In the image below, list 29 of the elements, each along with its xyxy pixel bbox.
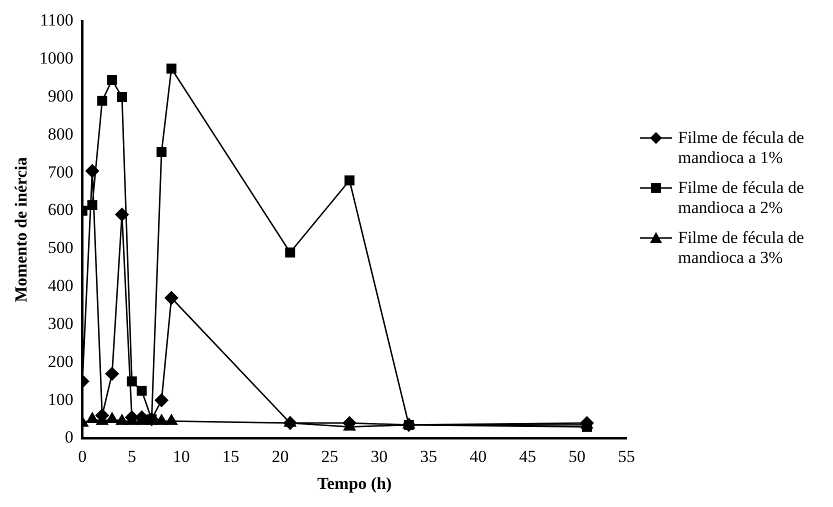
y-tick-label: 800: [48, 124, 74, 144]
legend-label: Filme de fécula de mandioca a 3%: [678, 228, 806, 268]
x-tick-label: 45: [519, 446, 536, 466]
y-tick-label: 900: [48, 86, 74, 106]
x-tick-label: 55: [618, 446, 635, 466]
x-tick-label: 50: [568, 446, 586, 466]
y-tick-label: 400: [48, 276, 74, 296]
legend-label: Filme de fécula de mandioca a 2%: [678, 178, 806, 218]
y-tick-label: 500: [48, 238, 74, 258]
y-axis-title: Momento de inércia: [12, 156, 31, 302]
y-tick-label: 600: [48, 200, 74, 220]
legend-label: Filme de fécula de mandioca a 1%: [678, 128, 806, 168]
y-tick-label: 1100: [40, 10, 74, 30]
x-tick-label: 25: [321, 446, 338, 466]
x-tick-label: 35: [420, 446, 438, 466]
x-tick-label: 20: [272, 446, 289, 466]
y-tick-label: 0: [64, 428, 74, 447]
x-tick-label: 5: [128, 446, 136, 466]
x-tick-label: 10: [172, 446, 190, 466]
x-tick-label: 0: [78, 446, 87, 466]
x-axis-title: Tempo (h): [317, 474, 392, 494]
y-tick-label: 300: [48, 314, 74, 333]
y-tick-label: 1000: [39, 48, 74, 68]
y-tick-label: 700: [48, 162, 74, 182]
y-tick-label: 100: [48, 390, 74, 409]
x-tick-label: 30: [370, 446, 388, 466]
y-tick-label: 200: [48, 352, 74, 371]
x-tick-label: 40: [470, 446, 487, 466]
x-tick-label: 15: [222, 446, 240, 466]
